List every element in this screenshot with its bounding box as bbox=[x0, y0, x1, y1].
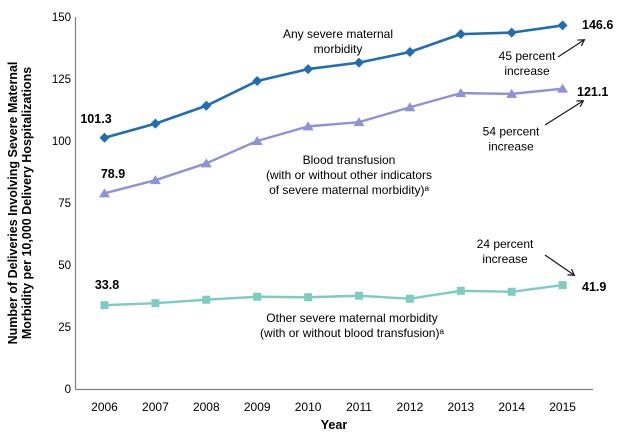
square-marker bbox=[355, 291, 363, 300]
series-name-annotation: (with or without blood transfusion)ᵃ bbox=[260, 326, 444, 340]
x-tick-label: 2011 bbox=[346, 400, 372, 414]
callout-arrow bbox=[544, 254, 576, 276]
series-line-2 bbox=[104, 87, 563, 195]
diamond-marker bbox=[404, 46, 415, 57]
y-tick-label: 50 bbox=[58, 260, 71, 272]
x-tick-label: 2015 bbox=[549, 400, 576, 414]
triangle-marker bbox=[99, 188, 110, 198]
square-marker bbox=[405, 294, 414, 303]
x-tick-label: 2008 bbox=[193, 400, 220, 414]
diamond-marker bbox=[557, 20, 568, 31]
series-name-annotation: of severe maternal morbidity)ᵃ bbox=[269, 183, 429, 197]
triangle-marker bbox=[404, 102, 416, 112]
diamond-marker bbox=[506, 27, 517, 38]
x-tick-label: 2012 bbox=[397, 400, 424, 414]
square-marker bbox=[253, 292, 262, 301]
triangle-marker bbox=[251, 136, 263, 145]
percent-increase-annotation: 54 percent bbox=[483, 125, 540, 139]
first-value-label: 78.9 bbox=[101, 167, 125, 181]
percent-increase-annotation: increase bbox=[504, 64, 550, 78]
callout-arrow bbox=[557, 39, 586, 58]
triangle-marker bbox=[200, 158, 212, 168]
percent-increase-annotation: increase bbox=[482, 252, 528, 266]
y-axis-title: Number of Deliveries Involving Severe Ma… bbox=[6, 62, 20, 345]
first-value-label: 33.8 bbox=[95, 278, 119, 292]
series-name-annotation: Blood transfusion bbox=[303, 153, 396, 167]
square-marker bbox=[456, 286, 465, 295]
triangle-marker bbox=[506, 88, 518, 98]
last-value-label: 121.1 bbox=[577, 85, 608, 99]
callout-arrow bbox=[544, 100, 585, 126]
square-marker bbox=[202, 295, 211, 304]
square-marker bbox=[304, 293, 313, 302]
square-marker bbox=[151, 299, 160, 308]
series-name-annotation: Other severe maternal morbidity bbox=[266, 311, 437, 325]
y-tick-label: 75 bbox=[58, 198, 71, 210]
diamond-marker bbox=[354, 57, 364, 68]
x-tick-label: 2013 bbox=[447, 400, 474, 414]
triangle-marker bbox=[302, 121, 314, 131]
square-marker bbox=[100, 301, 109, 310]
x-tick-label: 2014 bbox=[498, 400, 525, 414]
x-tick-label: 2006 bbox=[91, 400, 118, 414]
diamond-marker bbox=[99, 132, 110, 143]
diamond-marker bbox=[455, 29, 466, 40]
y-tick-label: 150 bbox=[52, 12, 71, 24]
last-value-label: 41.9 bbox=[582, 280, 606, 294]
y-tick-label: 100 bbox=[52, 136, 71, 148]
square-marker bbox=[558, 281, 567, 290]
last-value-label: 146.6 bbox=[582, 18, 613, 32]
percent-increase-annotation: 24 percent bbox=[477, 237, 534, 251]
first-value-label: 101.3 bbox=[80, 112, 111, 126]
series-name-annotation: (with or without other indicators bbox=[266, 168, 432, 182]
x-axis-title: Year bbox=[321, 418, 348, 432]
diamond-marker bbox=[150, 118, 161, 129]
percent-increase-annotation: 45 percent bbox=[499, 49, 556, 63]
diamond-marker bbox=[303, 64, 314, 75]
x-tick-label: 2010 bbox=[295, 400, 322, 414]
triangle-marker bbox=[455, 88, 467, 98]
percent-increase-annotation: increase bbox=[488, 140, 534, 154]
series-line-3 bbox=[104, 283, 563, 307]
triangle-marker bbox=[353, 117, 365, 127]
series-name-annotation: Any severe maternal bbox=[283, 27, 393, 41]
y-tick-label: 0 bbox=[65, 384, 71, 396]
x-tick-label: 2007 bbox=[142, 400, 169, 414]
series-line-1 bbox=[104, 24, 563, 140]
triangle-marker bbox=[149, 175, 161, 185]
diamond-marker bbox=[252, 75, 263, 86]
x-tick-label: 2009 bbox=[244, 400, 271, 414]
triangle-marker bbox=[557, 83, 569, 93]
diamond-marker bbox=[201, 100, 212, 111]
y-tick-label: 25 bbox=[58, 322, 71, 334]
y-tick-label: 125 bbox=[52, 74, 71, 86]
square-marker bbox=[507, 287, 516, 296]
y-axis-title: Morbidity per 10,000 Delivery Hospitaliz… bbox=[20, 67, 34, 339]
series-name-annotation: morbidity bbox=[314, 42, 363, 56]
